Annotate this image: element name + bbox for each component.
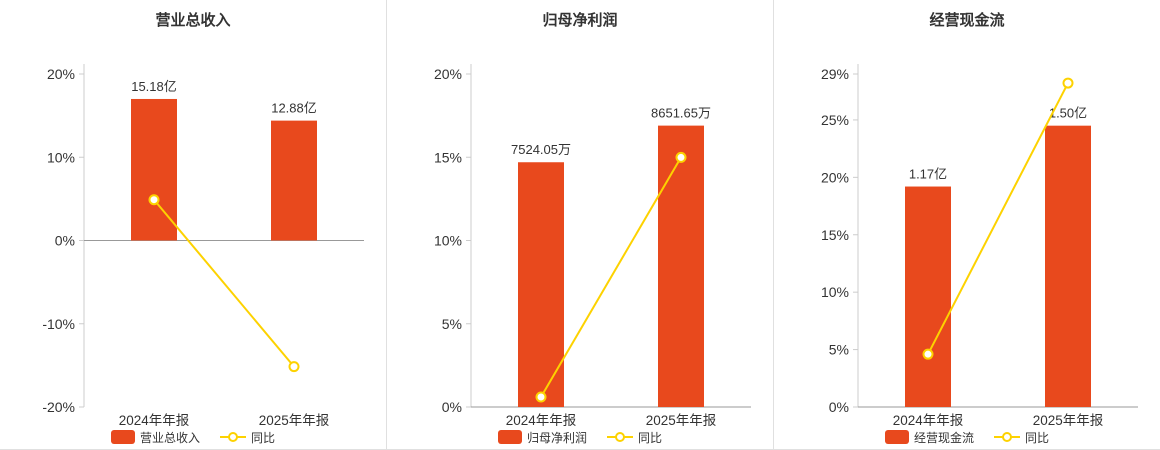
legend-item-revenue-bar[interactable]: 营业总收入	[110, 429, 200, 446]
bar-series-swatch-icon	[884, 430, 909, 444]
net-profit-legend: 归母净利润 同比	[497, 426, 662, 448]
y-tick-label: 20%	[434, 66, 462, 82]
yoy-line-marker[interactable]	[288, 361, 300, 373]
bar-value-label: 12.88亿	[271, 101, 317, 116]
legend-line-label: 同比	[251, 430, 276, 445]
y-tick-label: 0%	[829, 399, 849, 415]
x-axis-label: 2025年年报	[646, 413, 717, 426]
revenue-chart-title: 营业总收入	[155, 12, 231, 29]
revenue-panel: 营业总收入 -20% -10% 0% 10% 20% 15.18亿 2024年年报 12.88…	[0, 0, 387, 449]
yoy-line-marker[interactable]	[535, 391, 547, 403]
line-series-swatch-icon	[607, 431, 633, 443]
bar[interactable]	[905, 186, 951, 407]
yoy-line[interactable]	[153, 199, 295, 368]
y-tick-label: 5%	[829, 342, 849, 358]
y-tick-label: 0%	[442, 399, 462, 415]
legend-line-label: 同比	[638, 430, 663, 445]
cash-flow-chart-canvas[interactable]: 0% 5% 10% 15% 20% 25% 29% 1.17亿 2024年年报 1.50亿 2025…	[774, 34, 1160, 426]
legend-item-revenue-yoy[interactable]: 同比	[220, 429, 275, 446]
y-tick-label: 10%	[434, 233, 462, 249]
bar[interactable]	[271, 120, 317, 241]
yoy-line-marker[interactable]	[922, 348, 934, 360]
y-tick-label: 5%	[442, 316, 462, 332]
cash-flow-chart-title: 经营现金流	[929, 12, 1005, 29]
yoy-line-marker[interactable]	[675, 151, 687, 163]
cash-flow-panel: 经营现金流 0% 5% 10% 15% 20% 25% 29% 1.17亿 2024年年报 1.5…	[774, 0, 1160, 449]
bar-value-label: 8651.65万	[651, 106, 711, 121]
line-series-swatch-icon	[994, 431, 1020, 443]
legend-item-net-profit-yoy[interactable]: 同比	[607, 429, 662, 446]
x-axis-label: 2024年年报	[506, 413, 577, 426]
revenue-legend: 营业总收入 同比	[110, 426, 275, 448]
yoy-line-marker[interactable]	[1062, 77, 1074, 89]
y-tick-label: 10%	[47, 149, 75, 165]
bar-value-label: 1.17亿	[909, 167, 947, 182]
x-axis-label: 2024年年报	[893, 413, 964, 426]
bar[interactable]	[658, 125, 704, 408]
legend-item-cash-flow-yoy[interactable]: 同比	[994, 429, 1049, 446]
legend-line-label: 同比	[1025, 430, 1050, 445]
bar-value-label: 15.18亿	[131, 79, 177, 94]
bar-value-label: 1.50亿	[1049, 106, 1087, 121]
bar-value-label: 7524.05万	[511, 142, 571, 157]
y-tick-label: 10%	[821, 284, 849, 300]
y-tick-label: 15%	[434, 149, 462, 165]
bar-series-swatch-icon	[497, 430, 522, 444]
y-tick-label: 20%	[821, 169, 849, 185]
y-tick-label: -10%	[42, 316, 75, 332]
y-tick-label: -20%	[42, 399, 75, 415]
x-axis-label: 2024年年报	[119, 413, 190, 426]
bar[interactable]	[518, 162, 564, 407]
legend-bar-label: 营业总收入	[139, 430, 200, 445]
net-profit-panel: 归母净利润 0% 5% 10% 15% 20% 7524.05万 2024年年报 8651.6…	[387, 0, 774, 449]
net-profit-chart-canvas[interactable]: 0% 5% 10% 15% 20% 7524.05万 2024年年报 8651.65万 2025…	[387, 34, 773, 426]
legend-bar-label: 归母净利润	[526, 430, 587, 445]
y-tick-label: 20%	[47, 66, 75, 82]
bar-series-swatch-icon	[110, 430, 135, 444]
yoy-line-marker[interactable]	[148, 194, 160, 206]
x-axis-label: 2025年年报	[259, 413, 330, 426]
y-tick-label: 15%	[821, 227, 849, 243]
x-axis-label: 2025年年报	[1033, 413, 1104, 426]
y-tick-label: 0%	[55, 233, 75, 249]
line-series-swatch-icon	[220, 431, 246, 443]
y-tick-label: 25%	[821, 112, 849, 128]
cash-flow-legend: 经营现金流 同比	[884, 426, 1049, 448]
yoy-line[interactable]	[927, 82, 1069, 355]
legend-item-cash-flow-bar[interactable]: 经营现金流	[884, 429, 974, 446]
legend-item-net-profit-bar[interactable]: 归母净利润	[497, 429, 587, 446]
bar[interactable]	[1045, 125, 1091, 407]
y-tick-label: 29%	[821, 66, 849, 82]
revenue-chart-canvas[interactable]: -20% -10% 0% 10% 20% 15.18亿 2024年年报 12.88亿 2025年…	[0, 34, 386, 426]
yoy-line[interactable]	[540, 156, 682, 398]
net-profit-chart-title: 归母净利润	[542, 12, 618, 29]
legend-bar-label: 经营现金流	[913, 430, 974, 445]
